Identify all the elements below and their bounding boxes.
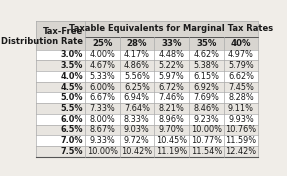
Text: 10.42%: 10.42%	[121, 147, 152, 156]
Text: 8.28%: 8.28%	[228, 93, 254, 102]
Text: 5.33%: 5.33%	[89, 72, 115, 81]
Text: 3.0%: 3.0%	[61, 51, 83, 59]
Bar	[36, 92, 258, 103]
Text: 8.67%: 8.67%	[89, 125, 115, 134]
Bar	[36, 114, 258, 125]
Text: 40%: 40%	[231, 39, 251, 48]
Text: 4.17%: 4.17%	[124, 51, 150, 59]
Text: 6.15%: 6.15%	[193, 72, 219, 81]
Text: 7.0%: 7.0%	[61, 136, 83, 145]
Text: 11.54%: 11.54%	[191, 147, 222, 156]
Text: 5.79%: 5.79%	[228, 61, 254, 70]
Text: 8.33%: 8.33%	[124, 115, 150, 124]
Text: 10.45%: 10.45%	[156, 136, 187, 145]
Text: 9.93%: 9.93%	[228, 115, 254, 124]
Text: 5.5%: 5.5%	[61, 104, 83, 113]
Text: 6.92%: 6.92%	[193, 83, 219, 92]
Bar	[224, 37, 258, 50]
Text: 10.76%: 10.76%	[225, 125, 257, 134]
Text: 8.46%: 8.46%	[193, 104, 219, 113]
Text: 10.00%: 10.00%	[191, 125, 222, 134]
Text: 28%: 28%	[127, 39, 147, 48]
Bar	[119, 37, 154, 50]
Bar	[85, 21, 258, 37]
Text: Taxable Equivalents for Marginal Tax Rates: Taxable Equivalents for Marginal Tax Rat…	[69, 24, 274, 33]
Text: 9.33%: 9.33%	[89, 136, 115, 145]
Text: Distribution Rate: Distribution Rate	[1, 37, 83, 46]
Text: 4.48%: 4.48%	[158, 51, 185, 59]
Bar	[36, 146, 258, 157]
Bar	[189, 37, 224, 50]
Text: 5.0%: 5.0%	[61, 93, 83, 102]
Text: 8.00%: 8.00%	[89, 115, 115, 124]
Bar	[154, 37, 189, 50]
Text: 11.59%: 11.59%	[225, 136, 257, 145]
Text: 8.21%: 8.21%	[159, 104, 185, 113]
Text: 7.5%: 7.5%	[61, 147, 83, 156]
Text: Tax-Free: Tax-Free	[43, 27, 83, 36]
Text: 4.67%: 4.67%	[89, 61, 115, 70]
Text: 6.25%: 6.25%	[124, 83, 150, 92]
Text: 5.56%: 5.56%	[124, 72, 150, 81]
Text: 6.5%: 6.5%	[61, 125, 83, 134]
Text: 7.46%: 7.46%	[158, 93, 185, 102]
Text: 9.72%: 9.72%	[124, 136, 150, 145]
Text: 9.23%: 9.23%	[193, 115, 219, 124]
Text: 6.67%: 6.67%	[89, 93, 115, 102]
Text: 7.69%: 7.69%	[193, 93, 219, 102]
Text: 10.77%: 10.77%	[191, 136, 222, 145]
Text: 6.0%: 6.0%	[61, 115, 83, 124]
Text: 35%: 35%	[196, 39, 216, 48]
Text: 5.22%: 5.22%	[159, 61, 185, 70]
Text: 7.64%: 7.64%	[124, 104, 150, 113]
Text: 4.5%: 4.5%	[60, 83, 83, 92]
Text: 6.00%: 6.00%	[89, 83, 115, 92]
Text: 4.00%: 4.00%	[89, 51, 115, 59]
Bar	[36, 135, 258, 146]
Text: 10.00%: 10.00%	[87, 147, 118, 156]
Text: 4.86%: 4.86%	[124, 61, 150, 70]
Bar	[36, 50, 258, 60]
Bar	[36, 60, 258, 71]
Text: 6.94%: 6.94%	[124, 93, 150, 102]
Text: 25%: 25%	[92, 39, 112, 48]
Bar	[36, 103, 258, 114]
Text: 9.03%: 9.03%	[124, 125, 150, 134]
Text: 3.5%: 3.5%	[61, 61, 83, 70]
Text: 6.72%: 6.72%	[159, 83, 185, 92]
Text: 9.70%: 9.70%	[159, 125, 185, 134]
Text: 8.96%: 8.96%	[159, 115, 185, 124]
Text: 4.0%: 4.0%	[60, 72, 83, 81]
Text: 9.11%: 9.11%	[228, 104, 254, 113]
Bar	[36, 82, 258, 92]
Bar	[36, 71, 258, 82]
Text: 7.45%: 7.45%	[228, 83, 254, 92]
Text: 12.42%: 12.42%	[225, 147, 257, 156]
Text: 7.33%: 7.33%	[89, 104, 115, 113]
Bar	[36, 125, 258, 135]
Bar	[85, 37, 119, 50]
Text: 4.62%: 4.62%	[193, 51, 219, 59]
Text: 11.19%: 11.19%	[156, 147, 187, 156]
Text: 6.62%: 6.62%	[228, 72, 254, 81]
Text: 5.97%: 5.97%	[159, 72, 185, 81]
Text: 5.38%: 5.38%	[193, 61, 219, 70]
Bar	[36, 21, 85, 50]
Text: 4.97%: 4.97%	[228, 51, 254, 59]
Text: 33%: 33%	[161, 39, 182, 48]
